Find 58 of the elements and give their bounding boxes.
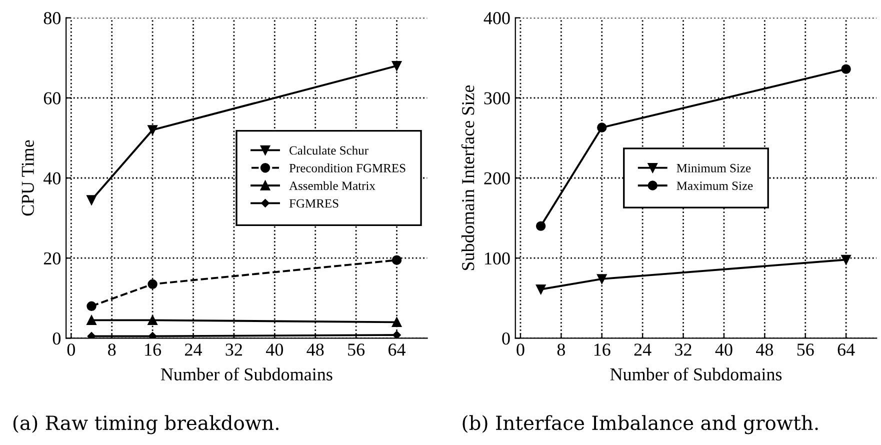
- y-tick-label: 0: [502, 332, 510, 345]
- point: [148, 315, 158, 326]
- x-tick-label: 8: [108, 344, 116, 356]
- point: [87, 332, 96, 338]
- point: [86, 315, 96, 326]
- x-tick-label: 32: [226, 344, 242, 356]
- y-tick-label: 200: [484, 172, 510, 184]
- point: [841, 254, 851, 265]
- x-tick-label: 64: [838, 344, 855, 356]
- x-tick-label: 24: [185, 344, 202, 356]
- y-axis-title: CPU Time: [22, 140, 34, 216]
- point: [597, 122, 607, 132]
- y-tick-label: 0: [52, 332, 61, 345]
- x-tick-label: 64: [388, 344, 406, 356]
- x-tick-label: 48: [306, 344, 324, 356]
- point: [536, 284, 546, 294]
- x-tick-label: 40: [266, 344, 283, 356]
- y-tick-label: 400: [484, 12, 510, 24]
- point: [148, 332, 157, 338]
- legend-label: Calculate Schur: [290, 146, 368, 155]
- x-tick-label: 40: [715, 344, 732, 356]
- point: [392, 330, 401, 338]
- x-tick-label: 56: [348, 344, 365, 356]
- point: [148, 125, 158, 135]
- point: [597, 274, 607, 284]
- x-tick-label: 16: [594, 344, 610, 356]
- x-tick-label: 0: [516, 344, 524, 356]
- x-tick-label: 56: [797, 344, 814, 356]
- x-axis-title: Number of Subdomains: [160, 368, 332, 380]
- point: [841, 64, 851, 74]
- x-axis-title: Number of Subdomains: [610, 368, 782, 380]
- legend-label: Assemble Matrix: [289, 181, 376, 190]
- x-tick-label: 32: [675, 344, 692, 356]
- y-axis-title: Subdomain Interface Size: [461, 85, 474, 270]
- x-tick-label: 16: [145, 344, 162, 356]
- point: [148, 279, 158, 289]
- legend-label: Maximum Size: [676, 182, 753, 190]
- point: [392, 317, 402, 328]
- legend-label: FGMRES: [289, 199, 338, 208]
- point: [536, 221, 546, 231]
- legend-label: Precondition FGMRES: [289, 164, 406, 172]
- x-tick-label: 24: [634, 344, 652, 356]
- x-tick-label: 48: [756, 344, 774, 356]
- point: [392, 61, 402, 71]
- text: (b) Interface Imbalance and growth.: [462, 415, 818, 434]
- point: [86, 195, 96, 205]
- x-tick-label: 8: [557, 344, 565, 356]
- y-tick-label: 40: [44, 172, 61, 184]
- y-tick-label: 60: [44, 92, 61, 104]
- y-tick-label: 100: [485, 252, 510, 265]
- point: [86, 301, 96, 312]
- y-tick-label: 300: [484, 92, 510, 104]
- text: (a) Raw timing breakdown.: [13, 415, 278, 434]
- x-tick-label: 0: [67, 344, 75, 356]
- point: [392, 255, 402, 265]
- y-tick-label: 80: [44, 12, 61, 24]
- legend-label: Minimum Size: [676, 164, 751, 172]
- y-tick-label: 20: [44, 252, 61, 265]
